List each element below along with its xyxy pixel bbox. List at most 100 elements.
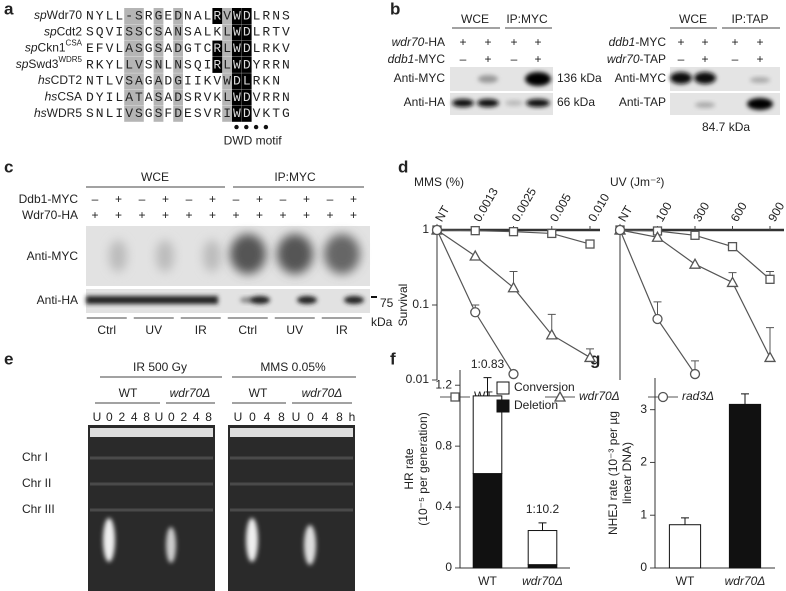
shade	[134, 24, 144, 41]
invariant	[241, 73, 252, 90]
y-tick-label: 3	[640, 402, 647, 416]
protein-name: hsCSA	[45, 90, 82, 104]
sign: +	[756, 52, 763, 66]
legend-label: Deletion	[514, 398, 558, 412]
sign: +	[534, 52, 541, 66]
shade	[124, 24, 134, 41]
legend-label: rad3Δ	[682, 389, 714, 403]
size-unit: kDa	[371, 315, 393, 329]
gene: Swd3	[28, 57, 58, 71]
size-marker: 136 kDa	[557, 71, 602, 85]
series-line	[619, 229, 771, 358]
gene: wdr70	[392, 35, 425, 49]
lane-label: 4	[264, 410, 271, 424]
shade	[173, 89, 183, 106]
point	[547, 228, 557, 239]
lane-label: 8	[205, 410, 212, 424]
shade	[153, 56, 164, 73]
y-tick-label: 0.01	[406, 372, 430, 386]
shade	[173, 8, 183, 24]
gels-e	[88, 425, 355, 591]
point	[688, 257, 702, 269]
shade	[222, 89, 232, 106]
bar-segment	[472, 473, 503, 569]
antibody: Anti-MYC	[615, 71, 667, 85]
condition: IR	[336, 323, 348, 337]
lane-label: 8	[278, 410, 285, 424]
condition: UV	[145, 323, 162, 337]
header: WCE	[141, 170, 169, 184]
sequence: SNLIVSGSFDESVRIWDVKTG	[86, 106, 292, 121]
sign: +	[756, 35, 763, 49]
sign: +	[326, 208, 333, 222]
shade	[134, 56, 144, 73]
protein-name: hsWDR5	[34, 106, 82, 120]
gene: wdr70	[607, 52, 640, 66]
sign: +	[510, 35, 517, 49]
panel-label: e	[4, 349, 13, 368]
motif-dot	[263, 124, 269, 130]
legend-swatch	[496, 381, 510, 395]
y-tick-label: 0.8	[435, 438, 452, 452]
shade	[134, 40, 144, 57]
sign: –	[233, 192, 240, 206]
error-bar	[538, 522, 547, 531]
legend-marker	[450, 392, 460, 402]
y-tick-label: 1	[640, 507, 647, 521]
invariant	[232, 73, 242, 90]
row-label: Ddb1-MYC	[19, 192, 79, 206]
shade	[134, 73, 144, 90]
y-tick-label: 0.4	[435, 499, 452, 513]
tag: -TAP	[640, 52, 666, 66]
point	[765, 274, 775, 284]
strain: wdr70Δ	[302, 386, 343, 400]
x-tick-label: 0.0013	[470, 185, 501, 224]
shade	[222, 40, 232, 57]
shade	[153, 8, 164, 24]
shade	[153, 73, 164, 90]
sign: +	[350, 192, 357, 206]
invariant	[232, 56, 242, 73]
species: sp	[16, 57, 29, 71]
y-tick-label: 1	[422, 222, 429, 236]
sign: +	[115, 192, 122, 206]
invariant	[241, 24, 252, 41]
error-bar	[681, 517, 689, 525]
sign: +	[256, 192, 263, 206]
protein-name: spCkn1CSA	[25, 39, 83, 55]
protein-name: hsCDT2	[38, 73, 82, 87]
x-tick-label: 0.010	[585, 191, 612, 224]
sign: +	[303, 208, 310, 222]
blots-c	[86, 226, 377, 313]
sign: +	[138, 208, 145, 222]
lane-label: 2	[180, 410, 187, 424]
sign: +	[162, 192, 169, 206]
antibody: Anti-HA	[404, 95, 445, 109]
species: hs	[45, 90, 58, 104]
point	[614, 224, 626, 236]
point	[763, 351, 777, 363]
antibody: Anti-MYC	[394, 71, 446, 85]
sign: +	[701, 52, 708, 66]
x-tick-label: WT	[676, 574, 695, 588]
gene: ddb1	[388, 52, 415, 66]
invariant	[241, 8, 252, 24]
invariant	[212, 8, 223, 24]
invariant	[232, 89, 242, 106]
panel-label: d	[398, 157, 408, 176]
tag: -HA	[424, 35, 445, 49]
lane-label: 0	[106, 410, 113, 424]
condition: Ctrl	[238, 323, 257, 337]
chromosome: Chr I	[22, 450, 48, 464]
shade	[124, 40, 134, 57]
gene: CDT2	[51, 73, 83, 87]
error-bar	[483, 377, 492, 396]
x-tick-label: wdr70Δ	[725, 574, 766, 588]
sign: +	[731, 35, 738, 49]
sequence: EFVLASGSADGTCRLWDLRKV	[86, 41, 292, 56]
lane-label: U	[234, 410, 243, 424]
sequence: SQVISSCSANSALKLWDLRTV	[86, 25, 292, 40]
sign: –	[460, 52, 467, 66]
y-axis-label: (10⁻⁵ per generation)	[416, 412, 430, 525]
